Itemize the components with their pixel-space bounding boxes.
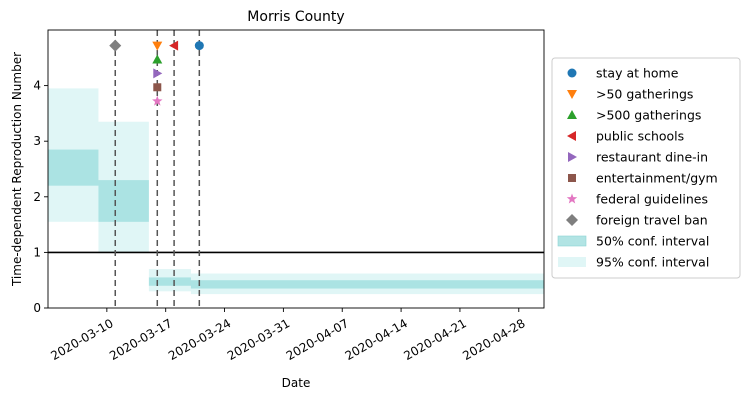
legend-marker-stay-at-home [567, 68, 577, 78]
legend-marker-entertainment-gym [568, 174, 576, 182]
ci50-band-0 [48, 149, 99, 186]
marker-restaurant-dine-in [153, 68, 163, 79]
y-tick-label: 4 [33, 79, 41, 93]
legend-marker-500-gatherings [567, 110, 577, 119]
marker-foreign-travel-ban [109, 39, 122, 52]
intervention-markers [109, 39, 204, 106]
legend-swatch-ci95 [558, 257, 586, 267]
legend-box [551, 57, 741, 279]
legend-marker-public-schools [567, 131, 576, 141]
y-tick-label: 0 [33, 301, 41, 315]
legend: stay at home >50 gatherings >500 gathering… [551, 57, 741, 279]
legend-label: foreign travel ban [596, 213, 708, 228]
x-tick-label: 2020-04-21 [401, 316, 468, 363]
marker-500-gatherings [152, 54, 163, 64]
legend-marker-50-gatherings [567, 90, 577, 99]
ci50-bands [48, 149, 544, 289]
x-tick-label: 2020-04-14 [343, 316, 410, 363]
ci50-band-1 [98, 180, 149, 222]
y-tick-label: 3 [33, 134, 41, 148]
marker-federal-guidelines [152, 95, 163, 106]
marker-public-schools [169, 40, 179, 51]
legend-label: restaurant dine-in [596, 150, 708, 165]
legend-label: stay at home [596, 66, 679, 81]
legend-swatch-ci50 [557, 235, 587, 247]
x-axis-ticks: 2020-03-102020-03-172020-03-242020-03-31… [48, 308, 528, 363]
legend-label: >500 gatherings [596, 108, 701, 123]
x-tick-label: 2020-04-07 [284, 316, 351, 363]
plot-frame [47, 29, 545, 309]
legend-label: public schools [596, 129, 684, 144]
y-axis-ticks: 0 1 2 3 4 [33, 79, 48, 315]
x-tick-label: 2020-03-31 [225, 316, 292, 363]
x-tick-label: 2020-04-28 [460, 316, 527, 363]
legend-marker-foreign-travel-ban [566, 214, 578, 226]
legend-label: 50% conf. interval [596, 234, 709, 249]
y-axis-label: Time-dependent Reproduction Number [10, 52, 24, 287]
marker-stay-at-home [194, 41, 204, 51]
x-axis-label: Date [282, 376, 311, 390]
x-tick-label: 2020-03-17 [107, 316, 174, 363]
legend-label: 95% conf. interval [596, 255, 709, 270]
x-tick-label: 2020-03-10 [48, 316, 115, 363]
marker-entertainment-gym [153, 83, 162, 92]
legend-label: >50 gatherings [596, 87, 693, 102]
legend-marker-federal-guidelines [566, 193, 578, 204]
chart-title: Morris County [247, 9, 344, 25]
y-tick-label: 1 [33, 245, 41, 259]
y-tick-label: 2 [33, 190, 41, 204]
marker-50-gatherings [152, 41, 163, 51]
x-tick-label: 2020-03-24 [166, 316, 233, 363]
ci50-band-2 [148, 277, 191, 286]
legend-label: entertainment/gym [596, 171, 718, 186]
legend-marker-restaurant-dine-in [568, 152, 577, 162]
intervention-lines [114, 30, 201, 308]
ci50-band-3 [190, 280, 544, 289]
legend-label: federal guidelines [596, 192, 708, 207]
